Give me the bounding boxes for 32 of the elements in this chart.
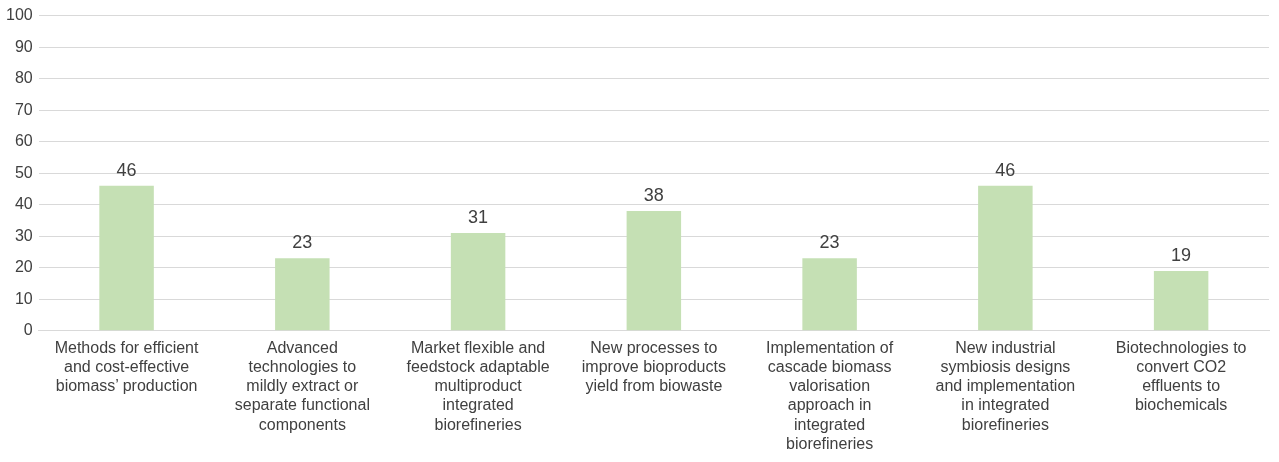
- data-label: 23: [292, 232, 313, 253]
- bar: [802, 258, 857, 331]
- bar: [275, 258, 330, 331]
- data-label: 23: [819, 232, 840, 253]
- x-tick-label: Implementation of cascade biomass valorisation approach in integrated biorefineries: [766, 338, 894, 452]
- y-tick-label: 90: [14, 37, 33, 55]
- x-tick-label: Methods for efficient and cost-effective biomass’ production: [54, 338, 200, 395]
- y-tick-label: 60: [14, 132, 33, 150]
- bar: [1153, 270, 1209, 331]
- bar: [450, 233, 506, 331]
- data-label: 38: [643, 184, 664, 205]
- y-tick-label: 70: [14, 100, 33, 118]
- x-tick-label: Market flexible and feedstock adaptable multiproduct integrated biorefineries: [406, 338, 550, 433]
- x-tick-label: Advanced technologies to mildly extract or separate functional components: [234, 338, 370, 433]
- y-tick-label: 80: [14, 69, 33, 87]
- data-label: 46: [116, 159, 137, 180]
- bar: [978, 185, 1033, 331]
- x-tick-label: New processes to improve bioproducts yield from biowaste: [581, 338, 726, 395]
- y-tick-label: 50: [14, 163, 33, 181]
- y-tick-label: 30: [14, 226, 33, 244]
- y-tick-label: 0: [23, 321, 33, 339]
- data-label: 31: [468, 207, 489, 228]
- data-label: 19: [1171, 244, 1192, 265]
- bar: [99, 185, 154, 331]
- data-label: 46: [995, 159, 1016, 180]
- x-tick-label: Biotechnologies to convert CO2 effluents to biochemicals: [1115, 338, 1247, 414]
- y-tick-label: 40: [14, 195, 33, 213]
- bar: [626, 211, 682, 331]
- x-tick-label: New industrial symbiosis designs and implementation in integrated biorefineries: [935, 338, 1076, 433]
- y-tick-label: 100: [5, 6, 33, 24]
- y-tick-label: 20: [14, 258, 33, 276]
- y-tick-label: 10: [14, 289, 33, 307]
